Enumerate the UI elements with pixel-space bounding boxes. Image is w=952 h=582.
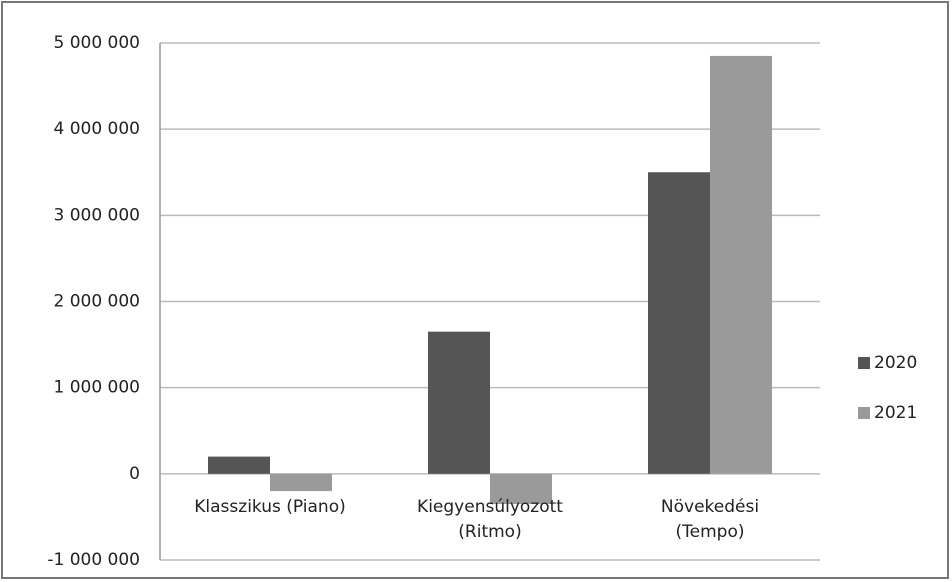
x-tick-label: Klasszikus (Piano) xyxy=(194,497,345,517)
bar xyxy=(428,331,490,474)
y-tick-label: 4 000 000 xyxy=(53,119,140,139)
y-tick-label: 0 xyxy=(129,464,140,484)
y-tick-label: 5 000 000 xyxy=(53,33,140,53)
x-tick-label: Kiegyensúlyozott (Ritmo) xyxy=(417,497,563,542)
x-tick-label: Növekedési (Tempo) xyxy=(661,497,759,542)
bar xyxy=(648,172,710,474)
legend-swatch xyxy=(858,357,870,369)
y-tick-label: 1 000 000 xyxy=(53,378,140,398)
legend-label: 2021 xyxy=(874,403,917,423)
bar xyxy=(270,473,332,492)
bar xyxy=(710,55,772,474)
y-tick-label: -1 000 000 xyxy=(47,550,140,570)
bar xyxy=(490,473,552,504)
bar xyxy=(208,456,270,474)
y-tick-label: 3 000 000 xyxy=(53,205,140,225)
legend-label: 2020 xyxy=(874,353,917,373)
legend-swatch xyxy=(858,407,870,419)
y-tick-label: 2 000 000 xyxy=(53,292,140,312)
